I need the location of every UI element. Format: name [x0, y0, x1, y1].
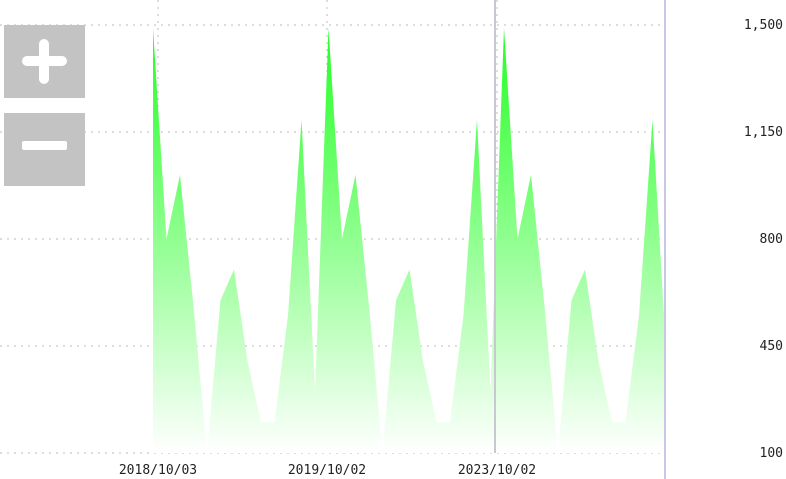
data-point	[355, 174, 356, 175]
data-point	[193, 306, 194, 307]
y-tick-label: 100	[760, 446, 783, 461]
data-point	[166, 239, 167, 240]
data-point	[504, 28, 505, 29]
data-point	[558, 453, 559, 454]
x-tick-label: 2023/10/02	[458, 463, 536, 478]
plus-icon	[22, 39, 67, 84]
data-point	[571, 300, 572, 301]
data-point	[247, 361, 248, 362]
data-point	[450, 422, 451, 423]
data-point	[585, 269, 586, 270]
data-point	[517, 239, 518, 240]
data-point	[220, 300, 221, 301]
data-point	[652, 119, 653, 120]
data-point	[382, 453, 383, 454]
data-point	[328, 28, 329, 29]
x-tick-label: 2019/10/02	[288, 463, 366, 478]
zoom-out-button[interactable]	[4, 113, 85, 186]
y-tick-label: 800	[760, 232, 783, 247]
data-point	[598, 361, 599, 362]
data-point	[153, 28, 154, 29]
data-point	[612, 422, 613, 423]
y-tick-label: 450	[760, 339, 783, 354]
data-point	[477, 119, 478, 120]
y-tick-label: 1,500	[744, 18, 783, 33]
series-area	[153, 28, 666, 454]
data-point	[544, 306, 545, 307]
data-point	[436, 422, 437, 423]
data-point	[409, 269, 410, 270]
data-point	[625, 422, 626, 423]
data-point	[180, 174, 181, 175]
data-point	[639, 315, 640, 316]
data-point	[342, 239, 343, 240]
zoom-in-button[interactable]	[4, 25, 85, 98]
data-point	[490, 391, 491, 392]
data-point	[396, 300, 397, 301]
data-point	[423, 361, 424, 362]
series-area-fill	[153, 28, 666, 453]
x-tick-label: 2018/10/03	[119, 463, 197, 478]
data-point	[207, 453, 208, 454]
data-point	[261, 422, 262, 423]
data-point	[301, 119, 302, 120]
data-point	[531, 174, 532, 175]
data-point	[234, 269, 235, 270]
axes: 100 450 800 1,150 1,500 2018/10/03 2019/10/02 2…	[119, 0, 783, 479]
minus-icon	[22, 141, 67, 150]
data-point	[288, 315, 289, 316]
y-tick-label: 1,150	[744, 125, 783, 140]
data-point	[315, 391, 316, 392]
data-point	[274, 422, 275, 423]
data-point	[463, 315, 464, 316]
data-point	[369, 306, 370, 307]
